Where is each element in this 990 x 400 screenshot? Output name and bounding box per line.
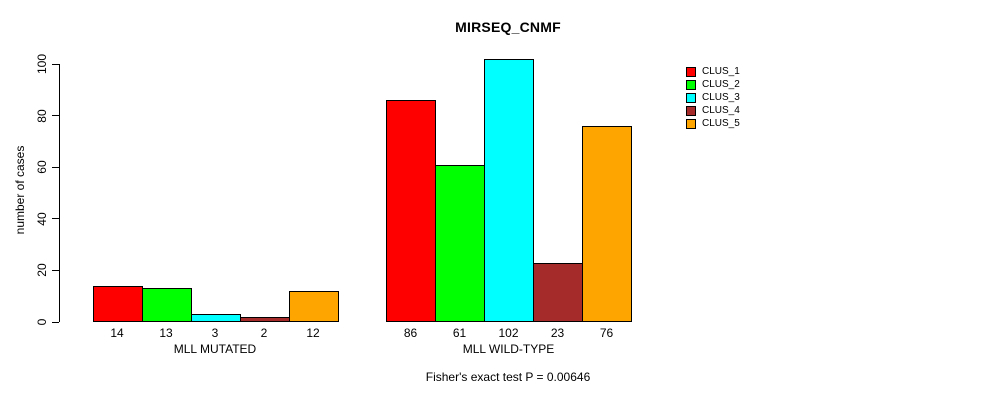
bar-value-label: 76	[599, 326, 614, 340]
group-label-mll-wild-type: MLL WILD-TYPE	[462, 342, 555, 356]
y-axis-tick	[52, 63, 59, 65]
bar-value-label: 13	[159, 326, 173, 340]
bar-clus_5-mll-mutated	[288, 291, 339, 322]
bar-value-label: 61	[452, 326, 467, 340]
legend-swatch-clus_1	[686, 67, 696, 77]
y-axis-tick-label: 80	[35, 108, 49, 123]
bar-value-label: 86	[403, 326, 418, 340]
legend-label-clus_1: CLUS_1	[702, 66, 740, 77]
legend-swatch-clus_4	[686, 106, 696, 116]
y-axis-tick-label: 40	[35, 212, 49, 226]
bar-clus_1-mll-mutated	[92, 286, 143, 322]
bar-value-label: 3	[211, 326, 219, 340]
bar-value-label: 102	[498, 326, 519, 340]
y-axis-tick	[52, 166, 59, 168]
y-axis-tick-label: 100	[35, 53, 49, 75]
y-axis-tick-label: 20	[35, 263, 49, 278]
legend-swatch-clus_3	[686, 93, 696, 103]
y-axis-tick	[52, 321, 59, 323]
legend-label-clus_4: CLUS_4	[702, 105, 740, 116]
bar-clus_3-mll-mutated	[190, 314, 241, 322]
bar-clus_1-mll-wild-type	[386, 100, 436, 322]
legend-label-clus_5: CLUS_5	[702, 118, 740, 129]
bar-clus_5-mll-wild-type	[582, 126, 632, 322]
legend-label-clus_2: CLUS_2	[702, 79, 740, 90]
y-axis-tick	[52, 218, 59, 220]
group-label-mll-mutated: MLL MUTATED	[173, 342, 257, 356]
bar-value-label: 2	[260, 326, 268, 340]
bar-clus_2-mll-wild-type	[435, 165, 485, 322]
y-axis-tick-label: 60	[35, 160, 49, 174]
legend-label-clus_3: CLUS_3	[702, 92, 740, 103]
y-axis-tick	[52, 269, 59, 271]
bar-clus_4-mll-wild-type	[533, 263, 583, 322]
bar-value-label: 12	[306, 326, 320, 340]
chart-title: MIRSEQ_CNMF	[455, 19, 561, 35]
y-axis-tick	[52, 115, 59, 117]
bar-clus_3-mll-wild-type	[484, 59, 534, 322]
y-axis-line	[59, 64, 60, 322]
legend-swatch-clus_5	[686, 119, 696, 129]
y-axis-tick-label: 0	[35, 318, 49, 326]
caption-fishers-test: Fisher's exact test P = 0.00646	[425, 370, 591, 384]
bar-clus_4-mll-mutated	[239, 317, 290, 322]
bar-clus_2-mll-mutated	[141, 288, 192, 322]
bar-value-label: 23	[550, 326, 565, 340]
bar-value-label: 14	[110, 326, 124, 340]
legend-swatch-clus_2	[686, 80, 696, 90]
